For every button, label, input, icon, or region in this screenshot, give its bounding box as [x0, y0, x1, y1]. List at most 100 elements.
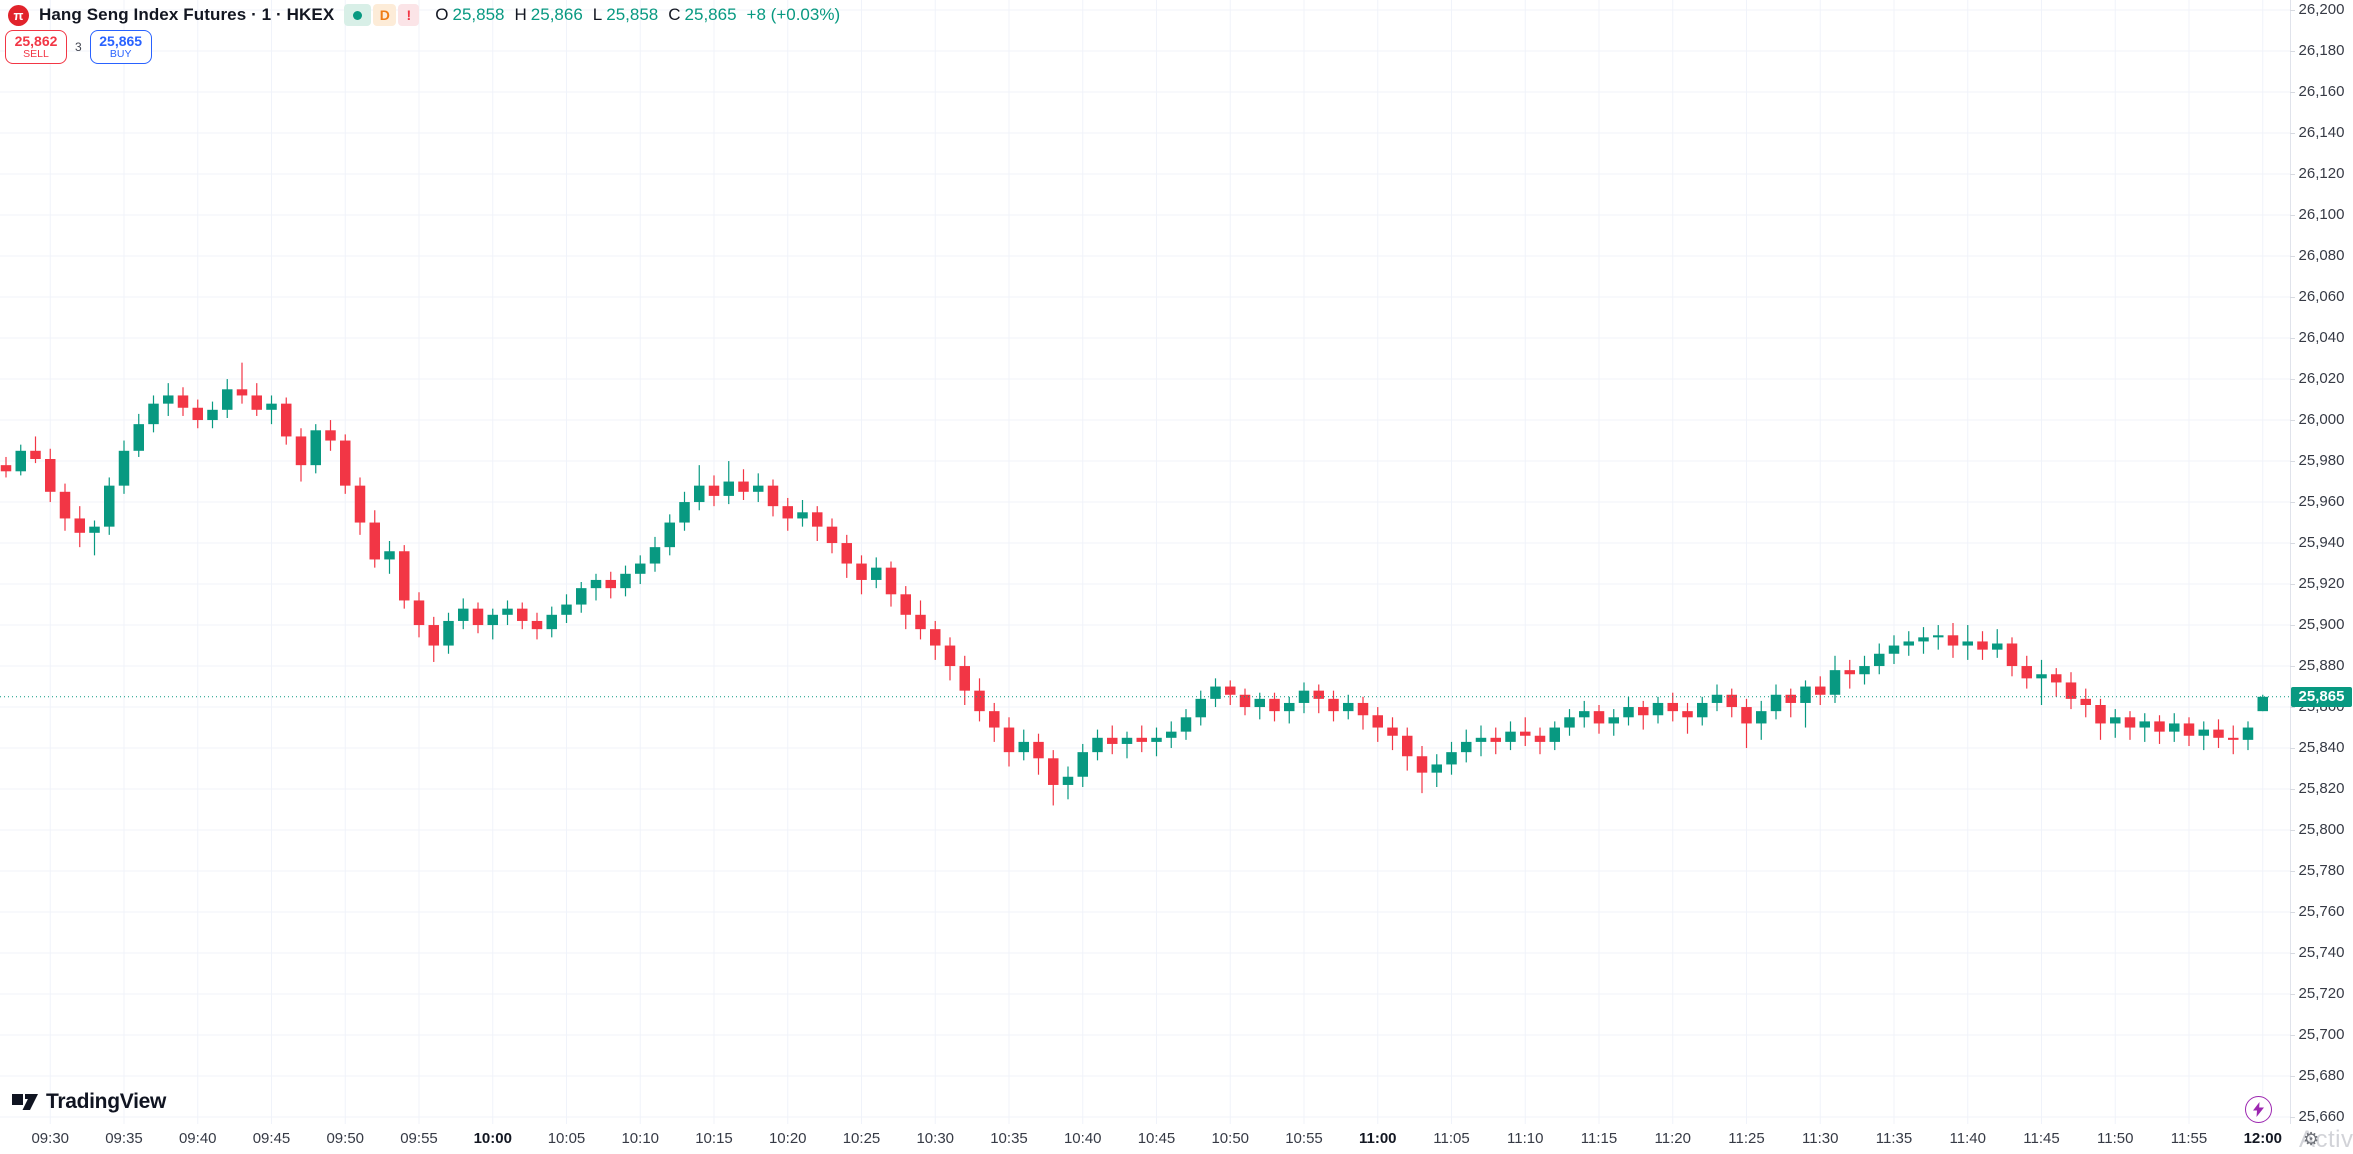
time-axis-label: 10:30: [916, 1130, 955, 1147]
time-axis-label: 10:45: [1137, 1130, 1176, 1147]
time-axis-label: 09:55: [400, 1130, 438, 1147]
price-axis-label: 25,780: [2298, 862, 2345, 880]
price-axis-tick: [2290, 543, 2295, 545]
time-axis-label: 11:05: [1433, 1130, 1470, 1147]
time-axis-label: 10:00: [473, 1130, 512, 1147]
time-axis-label: 10:20: [768, 1130, 807, 1147]
price-axis-tick: [2290, 256, 2295, 258]
time-axis-label: 09:40: [178, 1130, 217, 1147]
price-axis-label: 25,820: [2298, 780, 2345, 798]
delayed-data-badge[interactable]: D: [373, 4, 397, 26]
price-axis-label: 25,960: [2298, 493, 2345, 511]
price-axis-label: 26,160: [2298, 83, 2345, 101]
price-axis-label: 26,080: [2298, 247, 2345, 265]
price-axis-label: 25,920: [2298, 575, 2345, 593]
time-axis-label: 10:55: [1285, 1130, 1323, 1147]
price-axis-tick: [2290, 584, 2295, 586]
price-axis-label: 25,940: [2298, 534, 2345, 552]
sell-button[interactable]: 25,862 SELL: [5, 30, 67, 64]
price-axis-tick: [2290, 461, 2295, 463]
price-axis-tick: [2290, 133, 2295, 135]
tradingview-logo-text: TradingView: [46, 1090, 167, 1113]
price-axis-tick: [2290, 707, 2295, 709]
time-axis-label: 10:50: [1211, 1130, 1250, 1147]
buy-button[interactable]: 25,865 BUY: [89, 30, 152, 64]
price-axis-tick: [2290, 215, 2295, 217]
time-axis-label: 09:35: [105, 1130, 143, 1147]
price-axis-tick: [2290, 994, 2295, 996]
price-axis-tick: [2290, 1117, 2295, 1119]
sell-price: 25,862: [14, 32, 58, 49]
low-value: 25,858: [606, 5, 659, 24]
time-axis-label: 10:10: [621, 1130, 660, 1147]
chart-canvas[interactable]: [0, 0, 2290, 1124]
notice-badge[interactable]: !: [398, 4, 420, 26]
time-axis-label: 11:50: [2097, 1130, 2134, 1147]
buy-label: BUY: [109, 48, 132, 61]
high-value: 25,866: [530, 5, 583, 24]
time-axis-label: 10:35: [990, 1130, 1028, 1147]
time-axis-label: 11:35: [1875, 1130, 1913, 1147]
time-axis-label: 11:30: [1802, 1130, 1839, 1147]
time-axis[interactable]: 09:30 09:35 09:40 09:45 09:50 09:55 10:00 10:05…: [0, 1124, 2353, 1154]
price-axis-tick: [2290, 871, 2295, 873]
price-axis-label: 26,140: [2298, 124, 2345, 142]
price-axis-label: 25,800: [2298, 821, 2345, 839]
price-axis-label: 26,120: [2298, 165, 2345, 183]
close-label: C: [668, 5, 681, 24]
price-axis-label: 26,060: [2298, 288, 2345, 306]
price-axis-label: 26,200: [2298, 1, 2345, 19]
tradingview-logo-icon: [12, 1094, 38, 1110]
market-status-icon[interactable]: [344, 4, 372, 26]
high-label: H: [514, 5, 527, 24]
time-axis-label: 10:40: [1063, 1130, 1102, 1147]
time-axis-label: 09:45: [252, 1130, 291, 1147]
lightning-icon: [2253, 1102, 2264, 1117]
price-axis-label: 26,020: [2298, 370, 2345, 388]
sell-label: SELL: [23, 48, 49, 61]
price-axis-label: 26,100: [2298, 206, 2345, 224]
price-axis-tick: [2290, 92, 2295, 94]
price-axis-label: 25,680: [2298, 1067, 2345, 1085]
price-axis-separator: [2290, 0, 2291, 1124]
ohlc-readout: O 25,858 H 25,866 L 25,858 C 25,865 +8 (+0.0…: [429, 5, 840, 25]
price-axis-tick: [2290, 174, 2295, 176]
price-axis-tick: [2290, 666, 2295, 668]
symbol-title[interactable]: Hang Seng Index Futures · 1 · HKEX: [39, 5, 335, 24]
price-axis-tick: [2290, 625, 2295, 627]
price-axis-label: 25,840: [2298, 739, 2345, 757]
symbol-legend: π Hang Seng Index Futures · 1 · HKEX D !…: [8, 4, 840, 26]
price-axis-label: 25,760: [2298, 903, 2345, 921]
time-axis-label: 10:15: [695, 1130, 733, 1147]
price-axis[interactable]: 26,200 26,180 26,160 26,140 26,120 26,100 26,0…: [2290, 0, 2353, 1125]
time-axis-label: 11:25: [1728, 1130, 1765, 1147]
change-value: +8 (+0.03%): [746, 5, 841, 24]
price-axis-tick: [2290, 10, 2295, 12]
price-axis-label: 25,880: [2298, 657, 2345, 675]
gear-icon[interactable]: ⚙: [2303, 1129, 2320, 1149]
price-axis-label: 26,000: [2298, 411, 2345, 429]
price-axis-label: 25,740: [2298, 944, 2345, 962]
price-axis-tick: [2290, 338, 2295, 340]
price-axis-tick: [2290, 420, 2295, 422]
time-axis-label: 11:40: [1949, 1130, 1986, 1147]
price-axis-tick: [2290, 297, 2295, 299]
low-label: L: [592, 5, 603, 24]
time-axis-label: 11:55: [2170, 1130, 2208, 1147]
open-label: O: [435, 5, 449, 24]
price-axis-tick: [2290, 789, 2295, 791]
price-axis-tick: [2290, 912, 2295, 914]
time-axis-label: 09:30: [31, 1130, 70, 1147]
time-axis-label: 11:00: [1358, 1130, 1397, 1147]
symbol-logo-icon: π: [8, 4, 29, 26]
price-axis-tick: [2290, 379, 2295, 381]
instant-trading-button[interactable]: [2245, 1096, 2272, 1123]
price-axis-tick: [2290, 748, 2295, 750]
price-axis-label: 26,180: [2298, 42, 2345, 60]
time-axis-label: 11:20: [1654, 1130, 1691, 1147]
tradingview-logo[interactable]: TradingView: [12, 1090, 166, 1114]
open-value: 25,858: [452, 5, 505, 24]
last-price-badge[interactable]: 25,865: [2291, 686, 2352, 707]
time-axis-label: 10:25: [842, 1130, 881, 1147]
